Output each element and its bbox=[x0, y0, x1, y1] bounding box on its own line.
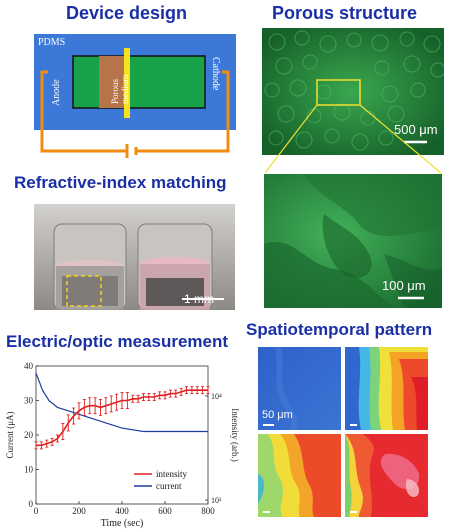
y2-tick-label: 10⁴ bbox=[211, 392, 222, 401]
legend-label-intensity: intensity bbox=[156, 469, 187, 479]
scale-label-500: 500 μm bbox=[394, 122, 438, 137]
porous-medium-label: Porous medium bbox=[110, 75, 130, 105]
wire-left bbox=[40, 70, 127, 153]
channel bbox=[72, 55, 206, 109]
scale-label-100: 100 μm bbox=[382, 278, 426, 293]
pattern-frame-3 bbox=[258, 434, 341, 517]
series-current-line bbox=[35, 372, 208, 433]
scale-label-1mm: 1 mm bbox=[184, 292, 214, 306]
device-design-title: Device design bbox=[66, 3, 188, 23]
porous-medium bbox=[99, 56, 125, 108]
x-tick-label: 200 bbox=[72, 506, 86, 516]
pattern-frame-4 bbox=[345, 434, 428, 517]
porous-micrograph-zoom: 100 μm bbox=[264, 174, 442, 308]
x-tick-label: 800 bbox=[201, 506, 215, 516]
y-tick-label: 0 bbox=[29, 499, 34, 509]
measurement-chart: 0 200 400 600 800 0 10 20 30 40 10⁴ 10³ Time (sec) Cu… bbox=[0, 356, 240, 532]
porous-label-line2: medium bbox=[120, 74, 130, 105]
porous-label-line1: Porous bbox=[110, 78, 120, 104]
zoom-box bbox=[316, 79, 361, 106]
cathode-label: Cathode bbox=[210, 57, 221, 91]
y-tick-label: 10 bbox=[24, 465, 34, 475]
y-axis-label: Current (μA) bbox=[5, 411, 15, 458]
anode-label: Anode bbox=[51, 79, 62, 106]
electrode-bar bbox=[124, 48, 130, 118]
spatiotemporal-title: Spatiotemporal pattern bbox=[246, 320, 433, 339]
x-axis-label: Time (sec) bbox=[101, 518, 144, 529]
wire-right bbox=[136, 70, 230, 153]
pattern-frame-2 bbox=[345, 347, 428, 430]
vials-photo: 1 mm bbox=[34, 204, 235, 310]
y-tick-label: 30 bbox=[24, 396, 34, 406]
x-tick-label: 400 bbox=[115, 506, 129, 516]
x-tick-label: 600 bbox=[158, 506, 172, 516]
plot-frame bbox=[35, 365, 209, 505]
y-tick-label: 20 bbox=[24, 430, 34, 440]
porous-micrograph-large: 500 μm bbox=[262, 28, 444, 155]
pattern-frame-1: 50 μm bbox=[258, 347, 341, 430]
x-tick-label: 0 bbox=[34, 506, 39, 516]
pdms-label: PDMS bbox=[38, 37, 66, 48]
y2-axis-label: Intensity (arb.) bbox=[230, 408, 240, 461]
electric-optic-title: Electric/optic measurement bbox=[6, 332, 229, 351]
scale-label-50: 50 μm bbox=[262, 409, 293, 421]
device-schematic: PDMS Anode Cathode Porous medium bbox=[34, 34, 236, 166]
highlight-box bbox=[66, 275, 102, 307]
y2-tick-label: 10³ bbox=[211, 496, 222, 505]
porous-structure-title: Porous structure bbox=[272, 3, 418, 23]
y-tick-label: 40 bbox=[24, 361, 34, 371]
legend-label-current: current bbox=[156, 481, 182, 491]
refractive-index-title: Refractive-index matching bbox=[14, 173, 227, 192]
